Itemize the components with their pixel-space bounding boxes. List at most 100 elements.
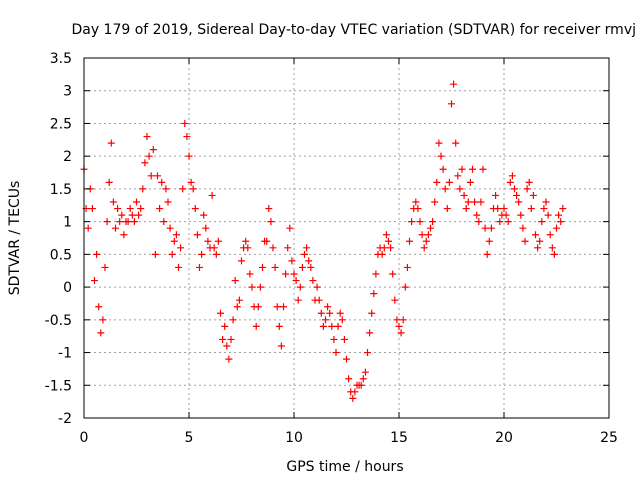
data-point: [532, 231, 539, 239]
data-point: [156, 205, 164, 213]
tick-layer: 0 5 10 15 20 25 -2 -1.5 -1 -0.5 0 0.5 1 1.5 2 2.5 3 3.5: [45, 51, 618, 446]
data-point: [370, 290, 378, 298]
data-point: [217, 309, 224, 317]
data-point: [462, 205, 470, 213]
data-point: [93, 250, 101, 258]
data-point: [101, 263, 109, 271]
data-point: [284, 244, 292, 252]
data-point: [523, 185, 531, 193]
x-axis-label: GPS time / hours: [286, 459, 403, 475]
data-point: [130, 218, 138, 226]
data-point: [414, 205, 422, 213]
data-point: [548, 244, 556, 252]
x-tick-label: 0: [80, 430, 89, 446]
data-point: [151, 250, 159, 258]
data-point: [319, 322, 327, 330]
data-point: [544, 211, 552, 219]
data-point: [334, 322, 342, 330]
data-point: [162, 185, 170, 193]
data-point: [511, 185, 518, 193]
data-point: [557, 218, 565, 226]
data-point: [326, 309, 334, 317]
data-point: [244, 244, 252, 252]
data-point: [483, 250, 491, 258]
data-point: [424, 231, 432, 239]
data-point: [460, 191, 468, 199]
data-point: [450, 80, 458, 88]
data-point: [303, 244, 311, 252]
data-point: [292, 277, 300, 285]
data-point: [158, 178, 166, 186]
data-point: [91, 277, 98, 285]
data-point: [506, 178, 514, 186]
data-point: [227, 335, 235, 343]
y-tick-label: -1.5: [45, 378, 72, 394]
data-point: [395, 322, 403, 330]
data-point: [448, 100, 455, 108]
data-point: [366, 329, 374, 337]
data-point: [177, 244, 185, 252]
data-point: [393, 316, 401, 324]
data-point: [202, 224, 210, 232]
data-point: [454, 172, 462, 180]
data-point: [181, 119, 189, 127]
data-point: [485, 237, 493, 245]
data-point: [343, 355, 350, 363]
data-point: [168, 250, 176, 258]
data-point: [378, 250, 386, 258]
data-point: [282, 270, 290, 278]
data-point: [469, 165, 476, 173]
data-point: [330, 335, 338, 343]
data-point: [435, 139, 443, 147]
data-point: [160, 218, 168, 226]
data-point: [172, 231, 180, 239]
data-point: [154, 172, 161, 180]
data-point: [208, 191, 216, 199]
data-point: [212, 250, 220, 258]
data-point: [231, 277, 239, 285]
data-point: [214, 237, 222, 245]
data-point: [336, 309, 344, 317]
data-point: [387, 244, 395, 252]
data-point: [116, 218, 124, 226]
data-point: [477, 198, 485, 206]
data-point: [546, 231, 554, 239]
y-tick-label: 1: [63, 215, 72, 231]
data-point: [397, 329, 405, 337]
data-point: [109, 198, 117, 206]
data-point: [322, 316, 329, 324]
data-point: [252, 322, 260, 330]
data-point: [219, 335, 227, 343]
data-point: [175, 263, 182, 271]
data-point: [515, 198, 523, 206]
data-point: [521, 237, 529, 245]
data-point: [277, 342, 285, 350]
x-tick-label: 15: [390, 430, 408, 446]
y-tick-label: 3: [63, 84, 72, 100]
data-point: [114, 205, 122, 213]
data-point: [126, 205, 134, 213]
data-point: [361, 368, 369, 376]
data-point: [429, 218, 437, 226]
data-point: [464, 198, 472, 206]
data-point: [221, 322, 229, 330]
data-point: [198, 250, 206, 258]
data-point: [290, 270, 298, 278]
data-point: [149, 146, 157, 154]
data-point: [248, 283, 256, 291]
y-tick-label: 1.5: [50, 182, 72, 198]
data-point: [401, 283, 409, 291]
data-point: [309, 277, 317, 285]
data-point: [193, 231, 201, 239]
data-point: [273, 303, 281, 311]
data-point: [166, 224, 174, 232]
data-point: [389, 270, 397, 278]
data-point: [529, 191, 537, 199]
data-point: [441, 185, 449, 193]
data-point: [534, 244, 542, 252]
data-point: [265, 205, 273, 213]
data-point: [301, 250, 308, 258]
data-point: [527, 205, 535, 213]
data-point: [233, 303, 241, 311]
y-tick-label: 0: [63, 280, 72, 296]
